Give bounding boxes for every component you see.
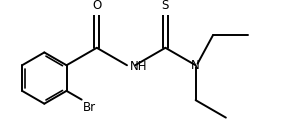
Text: O: O xyxy=(92,0,101,12)
Text: NH: NH xyxy=(130,60,147,73)
Text: S: S xyxy=(162,0,169,12)
Text: N: N xyxy=(191,59,200,72)
Text: Br: Br xyxy=(83,101,96,114)
